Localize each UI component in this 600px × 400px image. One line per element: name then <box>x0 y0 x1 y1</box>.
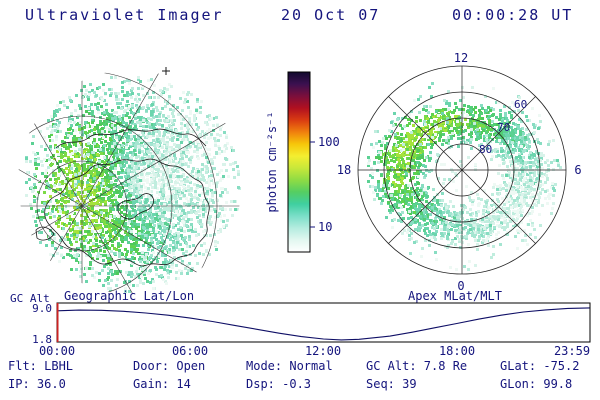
coastline-contours <box>35 128 210 267</box>
header-time: 00:00:28 UT <box>452 6 573 24</box>
mlt-label-0: 0 <box>457 279 464 293</box>
caption-geographic: Geographic Lat/Lon <box>64 289 194 303</box>
gc-alt-curve <box>56 307 590 341</box>
status-mode: Mode: Normal <box>246 359 333 373</box>
colorbar-tick-label-10: 10 <box>318 220 332 234</box>
status-seq: Seq: 39 <box>366 377 417 391</box>
xtick-2359: 23:59 <box>554 344 590 358</box>
colorbar-units-label: photon cm⁻²s⁻¹ <box>265 111 279 212</box>
status-gcalt: GC Alt: 7.8 Re <box>366 359 467 373</box>
xtick-0600: 06:00 <box>172 344 208 358</box>
xtick-1200: 12:00 <box>305 344 341 358</box>
gc-alt-timeline: GC Alt 9.0 1.8 00:00 06:00 12:00 18:00 2… <box>10 292 591 358</box>
lon-line <box>81 70 183 207</box>
coastline-path <box>44 158 210 267</box>
mlat-label-60: 60 <box>514 98 527 111</box>
colorbar-tick-label-100: 100 <box>318 135 340 149</box>
timeline-ylabel: GC Alt <box>10 292 50 305</box>
caption-apex: Apex MLat/MLT <box>408 289 502 303</box>
apex-grid <box>357 65 567 275</box>
status-dsp: Dsp: -0.3 <box>246 377 311 391</box>
geographic-aurora-image <box>25 76 241 293</box>
mlat-label-80: 80 <box>479 143 492 156</box>
header-date: 20 Oct 07 <box>281 6 380 24</box>
status-gain: Gain: 14 <box>133 377 191 391</box>
lon-line <box>81 205 183 294</box>
mlt-spoke <box>388 169 463 244</box>
status-glon: GLon: 99.8 <box>500 377 572 391</box>
colorbar-gradient <box>287 71 311 253</box>
lon-line <box>18 205 83 294</box>
xtick-0000: 00:00 <box>39 344 75 358</box>
coastline-path <box>117 193 154 220</box>
lon-line <box>18 105 83 207</box>
mlt-spoke <box>461 169 536 244</box>
mlat-label-70: 70 <box>497 121 510 134</box>
timeline-frame <box>56 302 591 343</box>
colorbar: 100 10 photon cm⁻²s⁻¹ <box>265 71 340 253</box>
apex-aurora-image <box>367 82 562 271</box>
status-ip: IP: 36.0 <box>8 377 66 391</box>
status-flt: Flt: LBHL <box>8 359 73 373</box>
mlt-label-6: 6 <box>574 163 581 177</box>
coastline-path <box>55 128 207 149</box>
cross-marker <box>162 67 170 75</box>
status-panel: Flt: LBHL Door: Open Mode: Normal GC Alt… <box>8 359 579 391</box>
ytick-1-8: 1.8 <box>32 333 52 346</box>
xtick-1800: 18:00 <box>439 344 475 358</box>
mlt-label-12: 12 <box>454 51 468 65</box>
mlt-spoke <box>388 96 463 171</box>
app-title: Ultraviolet Imager <box>25 6 224 24</box>
status-door: Door: Open <box>133 359 205 373</box>
coastline-path <box>35 226 55 241</box>
mlt-spoke <box>461 96 536 171</box>
mlt-label-18: 18 <box>337 163 351 177</box>
ytick-9-0: 9.0 <box>32 302 52 315</box>
status-glat: GLat: -75.2 <box>500 359 579 373</box>
